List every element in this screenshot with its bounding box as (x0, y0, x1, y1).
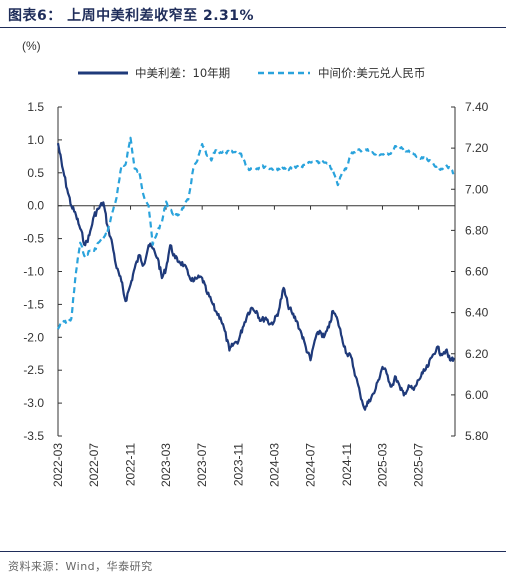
x-axis-tick-label: 2024-11 (340, 443, 354, 486)
left-axis-tick-label: 0.0 (27, 199, 44, 213)
right-axis-tick-label: 7.20 (465, 141, 489, 155)
x-axis-tick-label: 2022-07 (87, 443, 101, 487)
left-axis-tick-label: 1.5 (27, 100, 44, 114)
legend-label-spread: 中美利差：10年期 (135, 66, 230, 80)
x-axis-tick-label: 2025-07 (412, 443, 426, 487)
right-axis-tick-label: 7.40 (465, 100, 489, 114)
right-axis-tick-label: 6.80 (465, 223, 489, 237)
x-axis-tick-label: 2022-03 (51, 443, 65, 487)
x-axis-tick-label: 2024-07 (304, 443, 318, 487)
left-axis-tick-label: -2.0 (23, 330, 44, 344)
right-axis-tick-label: 6.00 (465, 388, 489, 402)
right-axis-tick-label: 6.60 (465, 265, 489, 279)
right-axis-tick-label: 5.80 (465, 429, 489, 443)
left-axis-tick-label: 1.0 (27, 133, 44, 147)
x-axis-tick-label: 2024-03 (267, 443, 281, 487)
left-axis-unit-label: (%) (22, 39, 41, 53)
footer-divider (0, 551, 506, 552)
axes: 1.5 1.0 0.5 0.0 -0.5 -1.0 -1.5 -2.0 -2.5 -3.0 -3.5… (23, 100, 488, 487)
x-axis-tick-label: 2023-07 (195, 443, 209, 487)
legend: 中美利差：10年期 中间价:美元兑人民币 (78, 66, 425, 80)
left-axis-tick-label: -3.5 (23, 429, 44, 443)
left-axis-tick-label: -2.5 (23, 363, 44, 377)
series-layer (56, 136, 455, 411)
left-axis-tick-label: 0.5 (27, 166, 44, 180)
source-note: 资料来源：Wind，华泰研究 (8, 560, 153, 573)
x-axis-tick-label: 2025-03 (375, 443, 389, 487)
legend-label-fx: 中间价:美元兑人民币 (318, 66, 425, 80)
left-axis-tick-label: -1.5 (23, 297, 44, 311)
title-divider (0, 27, 506, 28)
right-axis-tick-label: 6.20 (465, 347, 489, 361)
right-axis-tick-label: 6.40 (465, 306, 489, 320)
left-axis-tick-label: -0.5 (23, 232, 44, 246)
x-axis-tick-label: 2022-11 (124, 443, 138, 486)
left-axis-tick-label: -1.0 (23, 265, 44, 279)
figure-title: 图表6： 上周中美利差收窄至 2.31% (8, 8, 255, 24)
right-axis-tick-label: 7.00 (465, 182, 489, 196)
x-axis-tick-label: 2023-11 (232, 443, 246, 486)
left-axis-tick-label: -3.0 (23, 396, 44, 410)
x-axis-tick-label: 2023-03 (159, 443, 173, 487)
series-line-rate-spread (56, 143, 455, 411)
series-line-usdcny-fixing (57, 136, 455, 330)
